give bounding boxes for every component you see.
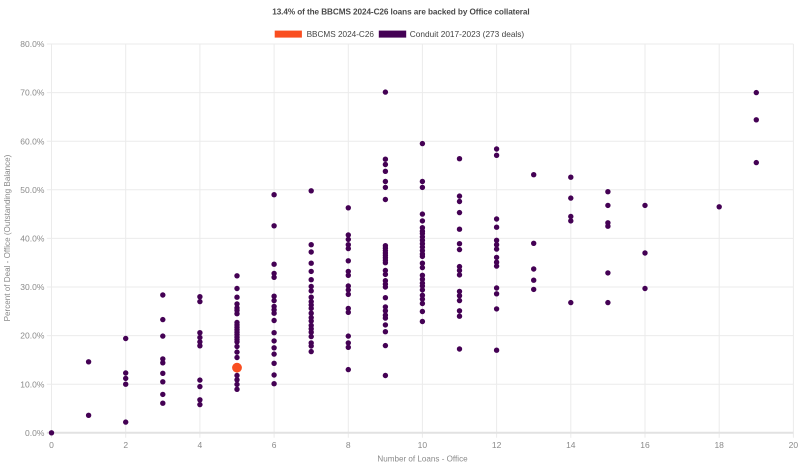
svg-text:2: 2 — [123, 440, 128, 450]
svg-text:13.4% of the BBCMS 2024-C26 lo: 13.4% of the BBCMS 2024-C26 loans are ba… — [272, 8, 529, 17]
svg-text:Conduit 2017-2023 (273 deals): Conduit 2017-2023 (273 deals) — [410, 29, 525, 39]
svg-text:10.0%: 10.0% — [20, 379, 45, 389]
svg-text:20: 20 — [789, 440, 799, 450]
svg-text:Percent of Deal - Office (Outs: Percent of Deal - Office (Outstanding Ba… — [3, 154, 12, 321]
svg-text:80.0%: 80.0% — [20, 39, 45, 49]
svg-text:50.0%: 50.0% — [20, 185, 45, 195]
svg-text:60.0%: 60.0% — [20, 136, 45, 146]
svg-text:4: 4 — [198, 440, 203, 450]
svg-text:Number of Loans - Office: Number of Loans - Office — [377, 455, 468, 464]
svg-text:16: 16 — [640, 440, 650, 450]
svg-text:12: 12 — [492, 440, 502, 450]
svg-text:8: 8 — [346, 440, 351, 450]
svg-text:14: 14 — [566, 440, 576, 450]
svg-text:40.0%: 40.0% — [20, 234, 45, 244]
svg-text:0: 0 — [49, 440, 54, 450]
svg-text:0.0%: 0.0% — [25, 428, 45, 438]
svg-text:70.0%: 70.0% — [20, 88, 45, 98]
svg-text:6: 6 — [272, 440, 277, 450]
svg-text:BBCMS 2024-C26: BBCMS 2024-C26 — [307, 30, 375, 39]
svg-text:20.0%: 20.0% — [20, 331, 45, 341]
svg-text:10: 10 — [418, 440, 428, 450]
svg-text:18: 18 — [714, 440, 724, 450]
svg-text:30.0%: 30.0% — [20, 282, 45, 292]
